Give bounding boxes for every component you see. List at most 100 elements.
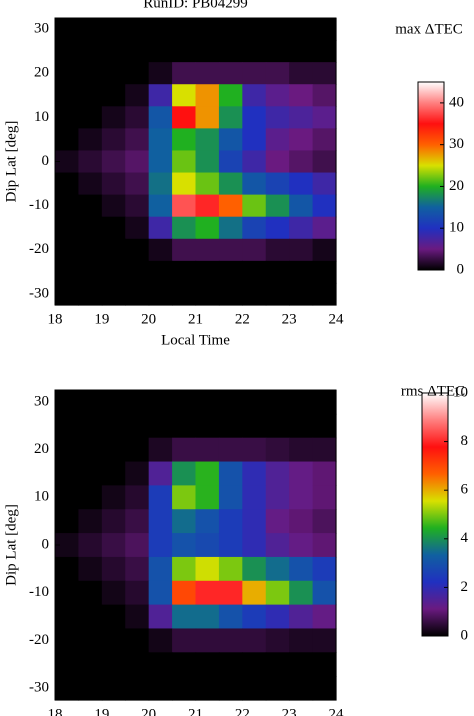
heat-cell (55, 106, 80, 129)
heat-cell (242, 62, 267, 85)
heat-cell (172, 390, 197, 415)
y-axis-label: Dip Lat [deg] (3, 504, 19, 586)
heat-cell (195, 172, 220, 196)
heat-cell (78, 238, 103, 262)
heat-cell (172, 238, 197, 262)
heat-cell (218, 238, 243, 262)
heat-cell (289, 485, 314, 510)
heat-cell (148, 238, 173, 262)
heat-cell (242, 390, 267, 415)
heat-cell (172, 676, 197, 701)
heat-cell (265, 18, 290, 41)
heat-cell (242, 216, 267, 240)
heat-cell (55, 84, 80, 107)
heat-cell (55, 413, 80, 439)
heat-cell (265, 216, 290, 240)
heat-cell (101, 282, 126, 306)
heat-cell (289, 413, 314, 439)
heat-cell (312, 216, 337, 240)
heat-cell (172, 509, 197, 534)
y-tick-label: -30 (29, 285, 49, 301)
heat-cell (55, 128, 80, 152)
heat-cell (125, 676, 150, 701)
heat-cell (195, 533, 220, 558)
heat-cell (172, 580, 197, 606)
heat-cell (101, 533, 126, 558)
heat-cell (172, 437, 197, 463)
heat-cell (289, 533, 314, 558)
heat-cell (218, 216, 243, 240)
heat-cell (312, 194, 337, 218)
heat-cell (55, 260, 80, 284)
heat-cell (312, 556, 337, 582)
heat-cell (125, 461, 150, 486)
heat-cell (101, 390, 126, 415)
heat-cell (265, 150, 290, 174)
heat-cell (78, 652, 103, 677)
heat-cell (148, 390, 173, 415)
heat-cell (242, 509, 267, 534)
heat-cell (148, 282, 173, 306)
heat-cell (289, 216, 314, 240)
heat-cell (312, 509, 337, 534)
heat-cell (172, 62, 197, 85)
heat-cell (242, 485, 267, 510)
heat-cell (78, 128, 103, 152)
heat-cell (148, 580, 173, 606)
heat-cell (289, 509, 314, 534)
heat-cell (218, 150, 243, 174)
heat-cell (242, 676, 267, 701)
heat-cell (55, 282, 80, 306)
heat-cell (172, 260, 197, 284)
heat-cell (125, 580, 150, 606)
heat-cell (125, 556, 150, 582)
y-tick-label: 0 (42, 536, 50, 552)
heat-cell (242, 604, 267, 630)
heat-cell (265, 676, 290, 701)
heat-cell (101, 652, 126, 677)
heat-cell (218, 556, 243, 582)
heat-cell (172, 128, 197, 152)
heat-cell (265, 40, 290, 63)
heat-cell (148, 461, 173, 486)
heat-cell (78, 628, 103, 653)
heat-cell (195, 84, 220, 107)
heat-cell (101, 461, 126, 486)
heat-cell (101, 238, 126, 262)
heat-cell (242, 628, 267, 653)
heat-cell (289, 390, 314, 415)
heat-cell (195, 413, 220, 439)
heat-cell (289, 62, 314, 85)
heat-cell (78, 150, 103, 174)
heat-cell (55, 40, 80, 63)
heat-cell (289, 580, 314, 606)
heat-cell (125, 216, 150, 240)
heat-cell (289, 282, 314, 306)
heat-cell (289, 437, 314, 463)
heat-cell (172, 106, 197, 129)
heat-cell (195, 106, 220, 129)
heat-cell (195, 652, 220, 677)
heat-cell (289, 461, 314, 486)
heat-cell (218, 652, 243, 677)
heat-cell (101, 485, 126, 510)
heat-cell (265, 128, 290, 152)
x-tick-label: 18 (48, 311, 63, 327)
heat-cell (218, 282, 243, 306)
heat-cell (312, 676, 337, 701)
heat-cell (265, 238, 290, 262)
heat-cell (125, 282, 150, 306)
heat-cell (78, 580, 103, 606)
heat-cell (265, 652, 290, 677)
heat-cell (125, 84, 150, 107)
heat-cell (125, 62, 150, 85)
y-tick-label: -30 (29, 680, 49, 696)
x-tick-label: 20 (141, 706, 156, 716)
heat-cell (55, 216, 80, 240)
heat-cell (195, 390, 220, 415)
heat-cell (55, 172, 80, 196)
y-tick-label: -20 (29, 241, 49, 257)
heat-cell (195, 628, 220, 653)
heat-cell (265, 106, 290, 129)
